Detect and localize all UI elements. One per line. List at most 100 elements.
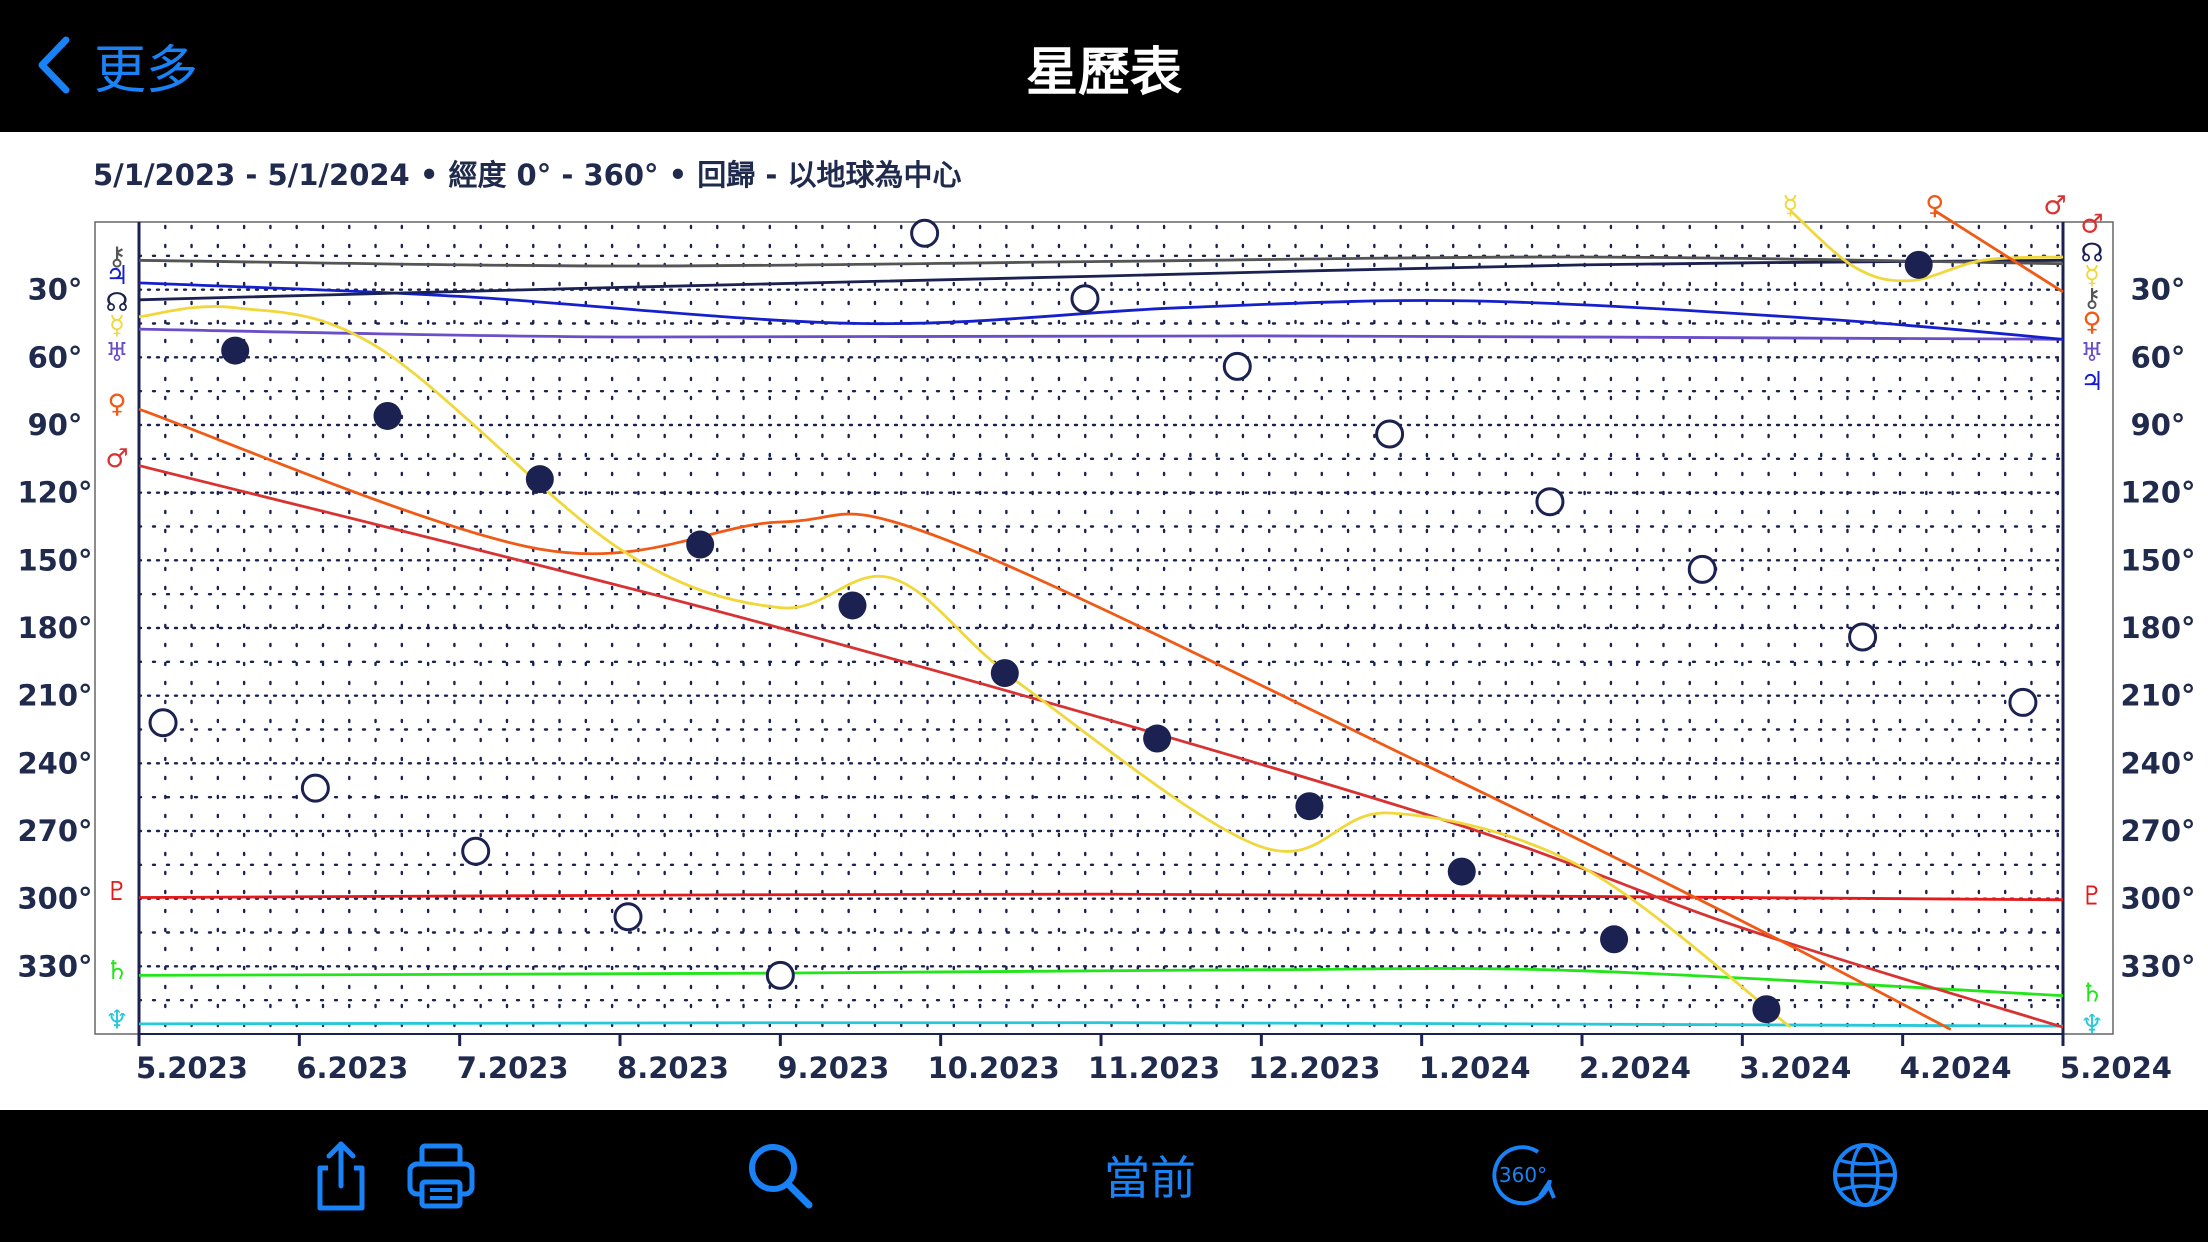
left-planet-symbol: ♅ (105, 338, 128, 368)
left-planet-symbol: ♇ (105, 877, 128, 907)
full-moon-marker (1848, 622, 1878, 652)
search-button[interactable] (745, 1132, 815, 1218)
right-planet-symbol: ♀ (2082, 307, 2101, 337)
new-moon-marker (990, 659, 1019, 688)
right-planet-symbol: ♅ (2080, 338, 2103, 368)
y-tick-label-left: 60° (28, 340, 83, 374)
page-title: 星歷表 (1025, 43, 1182, 103)
x-tick-label: 1.2024 (1419, 1051, 1531, 1085)
chevron-left-icon (38, 36, 70, 94)
x-tick-label: 6.2023 (296, 1051, 408, 1085)
y-tick-label-left: 210° (17, 679, 92, 713)
series-line (139, 967, 2063, 998)
full-moon-marker (461, 836, 491, 866)
y-tick-label-right: 330° (2120, 949, 2195, 983)
y-tick-label-left: 180° (17, 611, 92, 645)
x-tick-label: 12.2023 (1248, 1051, 1380, 1085)
series-group (139, 255, 2063, 1031)
series-line (139, 255, 2063, 268)
x-tick-label: 3.2024 (1739, 1051, 1851, 1085)
y-tick-label-left: 270° (17, 814, 92, 848)
full-moon-marker (1375, 419, 1405, 449)
right-planet-symbol: ♃ (2080, 367, 2103, 397)
x-tick-label: 5.2024 (2060, 1051, 2172, 1085)
series-line (139, 258, 2063, 302)
ephemeris-chart: 30° 30° 60° 60° 90° 90° 120° 120° 150° 150° 180° 18… (17, 191, 2195, 1085)
y-tick-label-right: 90° (2131, 408, 2186, 442)
back-button[interactable]: 更多 (34, 30, 198, 101)
globe-button[interactable] (1830, 1132, 1900, 1218)
series-line (139, 407, 1952, 1031)
right-planet-symbol: ♂ (2080, 209, 2103, 239)
left-planet-symbol: ♀ (107, 390, 126, 420)
full-moon-marker (300, 773, 330, 803)
y-tick-label-left: 330° (17, 949, 92, 983)
full-moon-marker (2008, 687, 2038, 717)
x-tick-label: 4.2024 (1900, 1051, 2012, 1085)
y-tick-label-right: 300° (2120, 882, 2195, 916)
y-tick-label-right: 270° (2120, 814, 2195, 848)
full-moon-marker (1687, 554, 1717, 584)
x-tick-label: 8.2023 (617, 1051, 729, 1085)
new-moon-marker (1600, 925, 1629, 954)
x-tick-label: 7.2023 (457, 1051, 569, 1085)
x-tick-label: 5.2023 (136, 1051, 248, 1085)
chart-subtitle: 5/1/2023 - 5/1/2024 • 經度 0° - 360° • 回歸 … (93, 158, 962, 192)
new-moon-marker (1904, 250, 1933, 279)
y-tick-label-right: 240° (2120, 746, 2195, 780)
x-tick-label: 11.2023 (1088, 1051, 1220, 1085)
rotate-360-button[interactable]: 360° (1488, 1132, 1558, 1218)
y-tick-label-right: 210° (2120, 679, 2195, 713)
y-tick-label-right: 150° (2120, 543, 2195, 577)
series-line (139, 281, 2063, 341)
right-planet-symbol: ☿ (2084, 261, 2100, 291)
y-tick-label-left: 120° (17, 476, 92, 510)
y-tick-label-left: 150° (17, 543, 92, 577)
navigation-bar: 更多 星歷表 (0, 0, 2208, 132)
globe-icon (1833, 1143, 1897, 1207)
full-moon-marker (1222, 351, 1252, 381)
grid (137, 224, 2065, 1036)
share-button[interactable] (306, 1132, 376, 1218)
full-moon-marker (765, 960, 795, 990)
y-tick-label-left: 300° (17, 882, 92, 916)
x-tick-label: 9.2023 (777, 1051, 889, 1085)
search-icon (749, 1144, 813, 1209)
full-moon-marker (613, 902, 643, 932)
series-line-overflow (1933, 209, 2064, 294)
right-planet-symbol: ♆ (2080, 1010, 2103, 1040)
full-moon-marker (1535, 487, 1565, 517)
left-planet-symbol: ♄ (105, 956, 128, 986)
new-moon-marker (1447, 857, 1476, 886)
rotate-360-icon: 360° (1492, 1145, 1556, 1206)
y-tick-label-left: 30° (28, 273, 83, 307)
share-icon (317, 1141, 365, 1211)
bottom-toolbar: 當前 360° (0, 1110, 2208, 1242)
right-planet-symbol: ☊ (2080, 239, 2103, 269)
right-planet-symbol: ♇ (2080, 881, 2103, 911)
y-tick-label-left: 240° (17, 746, 92, 780)
left-planet-symbol: ♆ (105, 1005, 128, 1035)
y-tick-label-left: 90° (28, 408, 83, 442)
x-tick-label: 10.2023 (928, 1051, 1060, 1085)
now-button[interactable]: 當前 (1104, 1151, 1196, 1205)
ephemeris-panel: 5/1/2023 - 5/1/2024 • 經度 0° - 360° • 回歸 … (0, 132, 2208, 1110)
printer-icon (407, 1143, 475, 1209)
y-tick-label-right: 60° (2131, 340, 2186, 374)
y-tick-label-right: 30° (2131, 273, 2186, 307)
x-tick-label: 2.2024 (1579, 1051, 1691, 1085)
series-line (139, 1021, 2063, 1028)
top-planet-symbol: ♀ (1925, 191, 1944, 221)
new-moon-marker (686, 530, 715, 559)
top-planet-symbol: ☿ (1782, 191, 1798, 221)
y-tick-label-right: 120° (2120, 476, 2195, 510)
series-line (139, 892, 2063, 902)
new-moon-marker (1143, 724, 1172, 753)
left-planet-symbol: ♂ (105, 444, 128, 474)
print-button[interactable] (406, 1132, 476, 1218)
top-planet-symbol: ♂ (2043, 191, 2066, 221)
rotate-360-label: 360° (1499, 1163, 1547, 1187)
right-planet-symbol: ⚷ (2082, 284, 2101, 314)
full-moon-marker (148, 708, 178, 738)
new-moon-marker (1752, 995, 1781, 1024)
